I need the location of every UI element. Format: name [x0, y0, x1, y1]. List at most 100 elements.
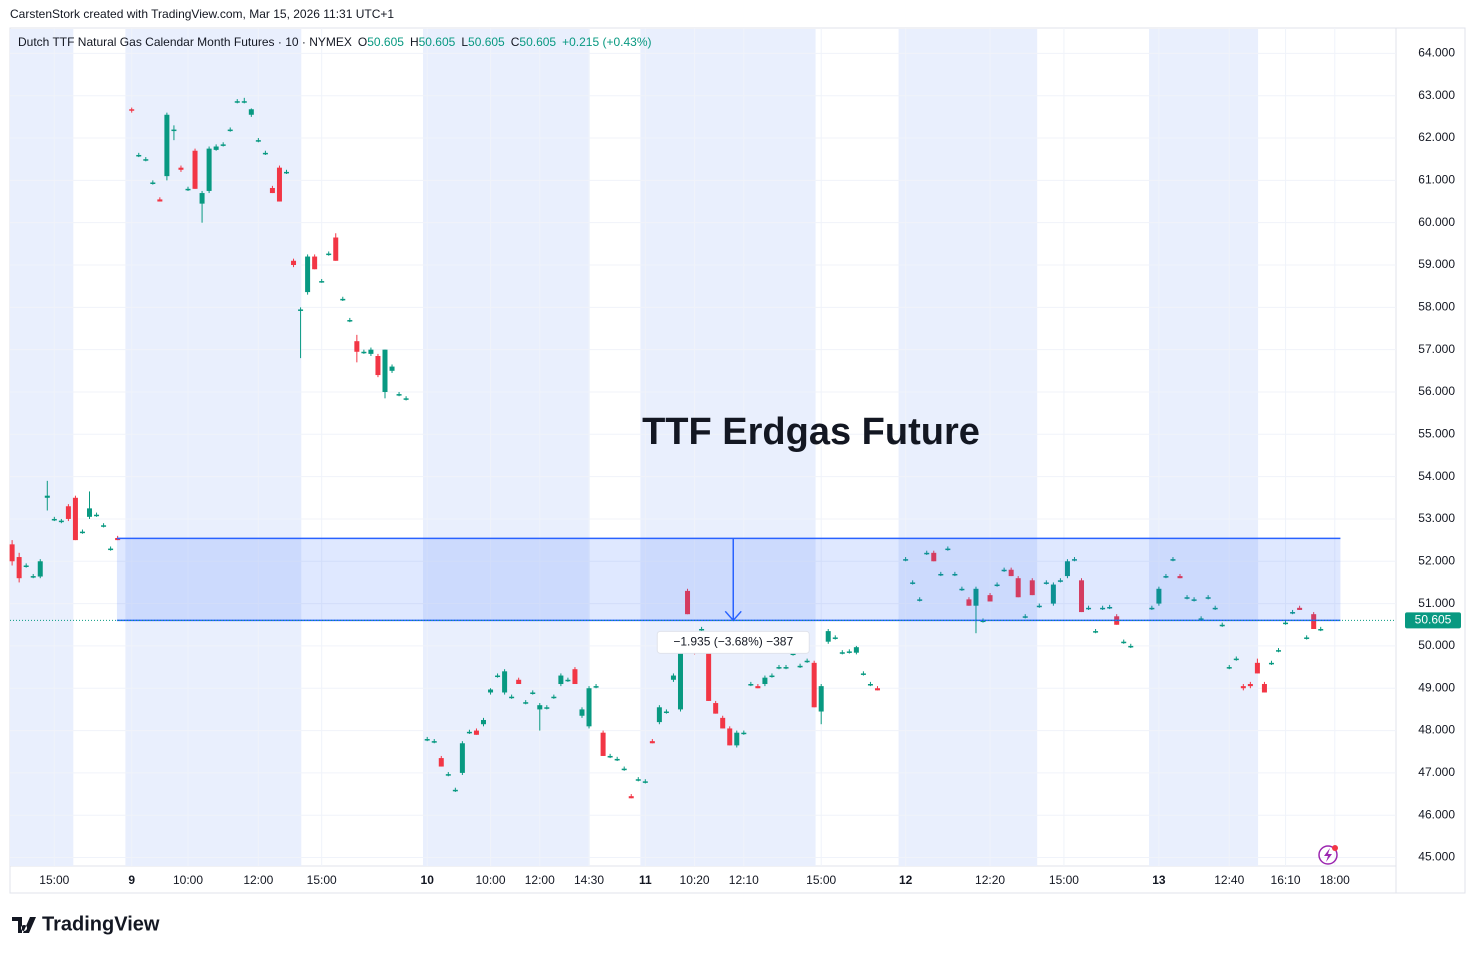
session-band [125, 29, 302, 866]
session-band [422, 29, 590, 866]
candle-body [748, 684, 754, 686]
candle-body [51, 518, 57, 521]
x-tick-label: 12 [899, 873, 913, 887]
candle-body [713, 703, 719, 714]
candle-body [354, 341, 360, 352]
candle-body [44, 495, 50, 498]
candle-body [488, 689, 494, 693]
candle-body [734, 732, 740, 746]
y-tick-label: 54.000 [1418, 469, 1455, 483]
candle-body [874, 688, 880, 691]
x-tick-label: 10 [421, 873, 435, 887]
candle-body [227, 129, 233, 132]
header-text: 50.605 [367, 35, 404, 49]
candle-body [262, 152, 268, 155]
y-tick-label: 50.000 [1418, 638, 1455, 652]
y-tick-label: 45.000 [1418, 850, 1455, 864]
candle-body [1149, 607, 1155, 610]
candle-body [178, 167, 184, 170]
candle-body [607, 755, 613, 758]
candle-body [438, 758, 444, 767]
candle-body [1128, 645, 1134, 648]
candle-body [1177, 576, 1183, 579]
candle-body [171, 129, 177, 132]
candle-body [347, 320, 353, 322]
candle-body [248, 109, 254, 115]
candle-body [1071, 559, 1077, 561]
candle-body [1247, 684, 1253, 687]
header-text: C [511, 35, 520, 49]
candle-body [1205, 597, 1211, 599]
candle-body [234, 101, 240, 103]
candle-body [649, 741, 655, 744]
candle-body [403, 398, 409, 400]
candle-body [241, 101, 247, 103]
candle-body [333, 237, 339, 261]
candle-body [431, 741, 437, 743]
candle-body [326, 253, 332, 256]
candle-body [938, 573, 944, 576]
candle-body [396, 394, 402, 396]
y-tick-label: 51.000 [1418, 596, 1455, 610]
grid-layer: 45.000 46.000 47.000 48.000 49.000 50.000 51.0… [10, 28, 1455, 887]
candle-body [58, 520, 64, 523]
header-text: 50.605 [519, 35, 556, 49]
candle-body [1290, 612, 1296, 614]
candle-body [670, 675, 676, 680]
candle-body [924, 552, 930, 555]
y-tick-label: 56.000 [1418, 384, 1455, 398]
annotation: TTF Erdgas Future [642, 411, 980, 453]
candle-body [298, 309, 304, 311]
candle-body [685, 590, 691, 615]
candle-body [839, 652, 845, 654]
candle-body [523, 702, 529, 704]
y-tick-label: 58.000 [1418, 300, 1455, 314]
candle-body [867, 684, 873, 686]
candle-body [1219, 624, 1225, 627]
candle-body [1254, 662, 1260, 674]
x-tick-label: 18:00 [1320, 873, 1350, 887]
y-tick-label: 59.000 [1418, 257, 1455, 271]
attribution: CarstenStork created with TradingView.co… [10, 7, 394, 21]
candle-body [699, 628, 705, 631]
candle-body [1283, 622, 1289, 625]
candle-body [1057, 580, 1063, 582]
y-tick-label: 49.000 [1418, 680, 1455, 694]
candle-body [903, 559, 909, 561]
last-price-box [1405, 612, 1461, 629]
candle-body [1050, 584, 1056, 604]
candle-body [1233, 658, 1239, 661]
candle-body [389, 366, 395, 371]
x-tick-label: 9 [128, 873, 135, 887]
x-tick-label: 12:00 [525, 873, 555, 887]
header-text: +0.215 (+0.43%) [562, 35, 651, 49]
candle-body [1240, 686, 1246, 689]
x-tick-label: 12:00 [243, 873, 273, 887]
candle-body [157, 199, 163, 202]
y-tick-label: 52.000 [1418, 553, 1455, 567]
candle-body [65, 506, 71, 519]
candle-body [720, 717, 726, 729]
x-tick-label: 10:00 [476, 873, 506, 887]
candle-body [459, 743, 465, 773]
y-tick-label: 46.000 [1418, 807, 1455, 821]
candle-body [509, 696, 515, 699]
candle-body [108, 548, 114, 551]
candle-body [1107, 606, 1113, 609]
candle-body [530, 692, 536, 694]
candle-body [368, 349, 374, 354]
candle-body [565, 679, 571, 682]
candle-body [1043, 582, 1049, 584]
y-tick-label: 53.000 [1418, 511, 1455, 525]
candle-body [1304, 637, 1310, 639]
candle-body [917, 599, 923, 601]
candle-body [452, 789, 458, 792]
candle-body [544, 707, 550, 709]
logo: TradingView [12, 913, 160, 935]
header-text: Dutch TTF Natural Gas Calendar Month Fut… [18, 35, 352, 49]
candle-body [424, 739, 430, 741]
candle-body [846, 651, 852, 653]
candle-body [966, 599, 972, 606]
candle-body [727, 728, 733, 746]
candle-body [776, 667, 782, 669]
